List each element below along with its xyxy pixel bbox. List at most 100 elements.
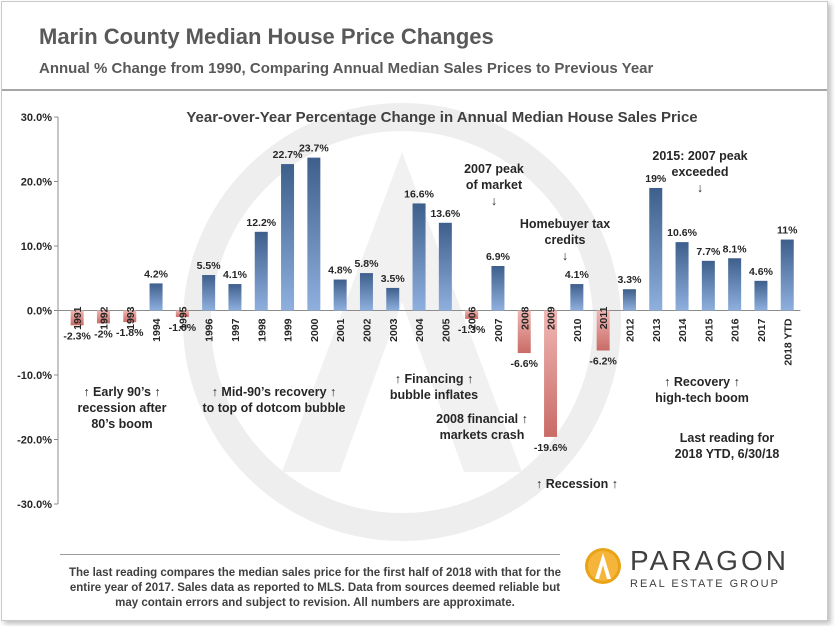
annotation-text: ↑ Recession ↑	[536, 477, 618, 491]
annotation-text: 80’s boom	[91, 417, 152, 431]
annotation-text: ↓	[491, 194, 497, 208]
x-tick-label: 2017	[756, 318, 768, 342]
data-label: 23.7%	[299, 143, 329, 155]
annotation-text: ↓	[562, 249, 568, 263]
annotation-text: ↑ Financing ↑	[395, 372, 473, 386]
x-tick-label: 1997	[230, 318, 242, 342]
bar-2013	[649, 187, 663, 311]
bar-2003	[386, 287, 400, 311]
x-tick-label: 2015	[703, 318, 715, 342]
x-tick-label: 2014	[677, 318, 689, 342]
watermark-mark	[282, 152, 522, 472]
y-tick-label: 10.0%	[21, 241, 52, 253]
y-tick-label: -20.0%	[17, 435, 52, 447]
bar-chart: Year-over-Year Percentage Change in Annu…	[17, 103, 801, 541]
y-tick-label: -10.0%	[17, 370, 52, 382]
annotation-text: 2015: 2007 peak	[652, 149, 747, 163]
x-tick-label: 1991	[72, 306, 84, 330]
bar-1993	[123, 310, 137, 323]
x-tick-label: 2005	[440, 318, 452, 342]
bar-2008	[517, 310, 531, 354]
bar-1999	[281, 164, 295, 311]
bar-2014	[675, 242, 689, 311]
data-label: 4.6%	[749, 266, 774, 278]
footnote-divider	[60, 554, 560, 555]
x-tick-label: 2010	[572, 318, 584, 342]
data-label: 13.6%	[430, 208, 460, 220]
data-label: 6.9%	[486, 251, 511, 263]
x-tick-label: 1993	[125, 306, 137, 330]
data-label: 4.2%	[144, 268, 169, 280]
footnote: The last reading compares the median sal…	[68, 567, 562, 609]
x-tick-label: 2018 YTD	[782, 318, 794, 366]
x-tick-label: 1999	[283, 318, 295, 342]
y-tick-label: 0.0%	[27, 306, 52, 318]
bar-1998	[254, 231, 268, 311]
x-tick-label: 1998	[256, 318, 268, 342]
x-tick-label: 2011	[598, 306, 610, 329]
annotation-text: bubble inflates	[390, 388, 478, 402]
data-label: 19%	[645, 173, 667, 185]
data-label: 12.2%	[246, 217, 276, 229]
annotation-text: exceeded	[672, 165, 729, 179]
data-label: 7.7%	[696, 246, 721, 258]
data-label: 3.3%	[617, 274, 642, 286]
y-tick-label: 20.0%	[21, 177, 52, 189]
data-label: 3.5%	[381, 273, 406, 285]
data-label: -2%	[94, 328, 113, 340]
data-label: -6.6%	[511, 358, 539, 370]
annotation-text: to top of dotcom bubble	[202, 401, 345, 415]
annotation-text: recession after	[78, 401, 167, 415]
data-label: 10.6%	[667, 227, 697, 239]
bar-2004	[412, 203, 426, 311]
data-label: 4.8%	[328, 265, 353, 277]
bar-2006	[465, 310, 479, 319]
annotation-text: high-tech boom	[655, 391, 749, 405]
data-label: 4.1%	[223, 269, 248, 281]
bar-1994	[149, 283, 163, 311]
bar-1992	[96, 310, 110, 324]
bar-2016	[728, 258, 742, 311]
annotation-text: ↑ Mid-90’s recovery ↑	[212, 385, 337, 399]
x-tick-label: 2000	[309, 318, 321, 342]
x-tick-label: 2003	[388, 318, 400, 342]
chart-title: Year-over-Year Percentage Change in Annu…	[186, 109, 697, 126]
annotation-text: of market	[466, 178, 523, 192]
data-label: -19.6%	[534, 442, 568, 454]
annotation-text: Homebuyer tax	[520, 217, 610, 231]
annotation-text: 2008 financial ↑	[436, 412, 528, 426]
data-label: -1.3%	[458, 324, 486, 336]
x-tick-label: 2002	[361, 318, 373, 342]
bar-2002	[359, 273, 373, 311]
logo-tagline: REAL ESTATE GROUP	[630, 578, 780, 590]
bar-2015	[701, 260, 715, 311]
y-tick-label: -30.0%	[17, 499, 52, 511]
x-tick-label: 2004	[414, 318, 426, 342]
data-label: -2.3%	[63, 330, 91, 342]
bar-2011	[596, 310, 610, 351]
logo-name: PARAGON	[630, 545, 789, 576]
annotation-text: ↑ Early 90’s ↑	[83, 385, 160, 399]
annotation-text: ↑ Recovery ↑	[664, 375, 740, 389]
data-label: -1.0%	[169, 322, 197, 334]
x-tick-label: 2009	[546, 306, 558, 330]
annotation-text: markets crash	[440, 428, 525, 442]
page-title: Marin County Median House Price Changes	[39, 24, 494, 49]
bar-1997	[228, 284, 242, 311]
x-tick-label: 2013	[651, 318, 663, 342]
bar-1991	[70, 310, 84, 326]
data-label: -6.2%	[589, 355, 617, 367]
x-tick-label: 2012	[624, 318, 636, 342]
x-tick-label: 2008	[519, 306, 531, 330]
annotation-text: ↓	[697, 181, 703, 195]
x-tick-label: 1996	[204, 318, 216, 342]
header-divider	[2, 89, 827, 91]
bar-2005	[438, 222, 452, 311]
annotation-text: 2018 YTD, 6/30/18	[675, 447, 780, 461]
x-tick-label: 1995	[177, 306, 189, 330]
bar-2007	[491, 265, 505, 311]
data-label: 5.8%	[354, 258, 379, 270]
x-tick-label: 2006	[467, 306, 479, 330]
annotation-text: credits	[545, 233, 586, 247]
